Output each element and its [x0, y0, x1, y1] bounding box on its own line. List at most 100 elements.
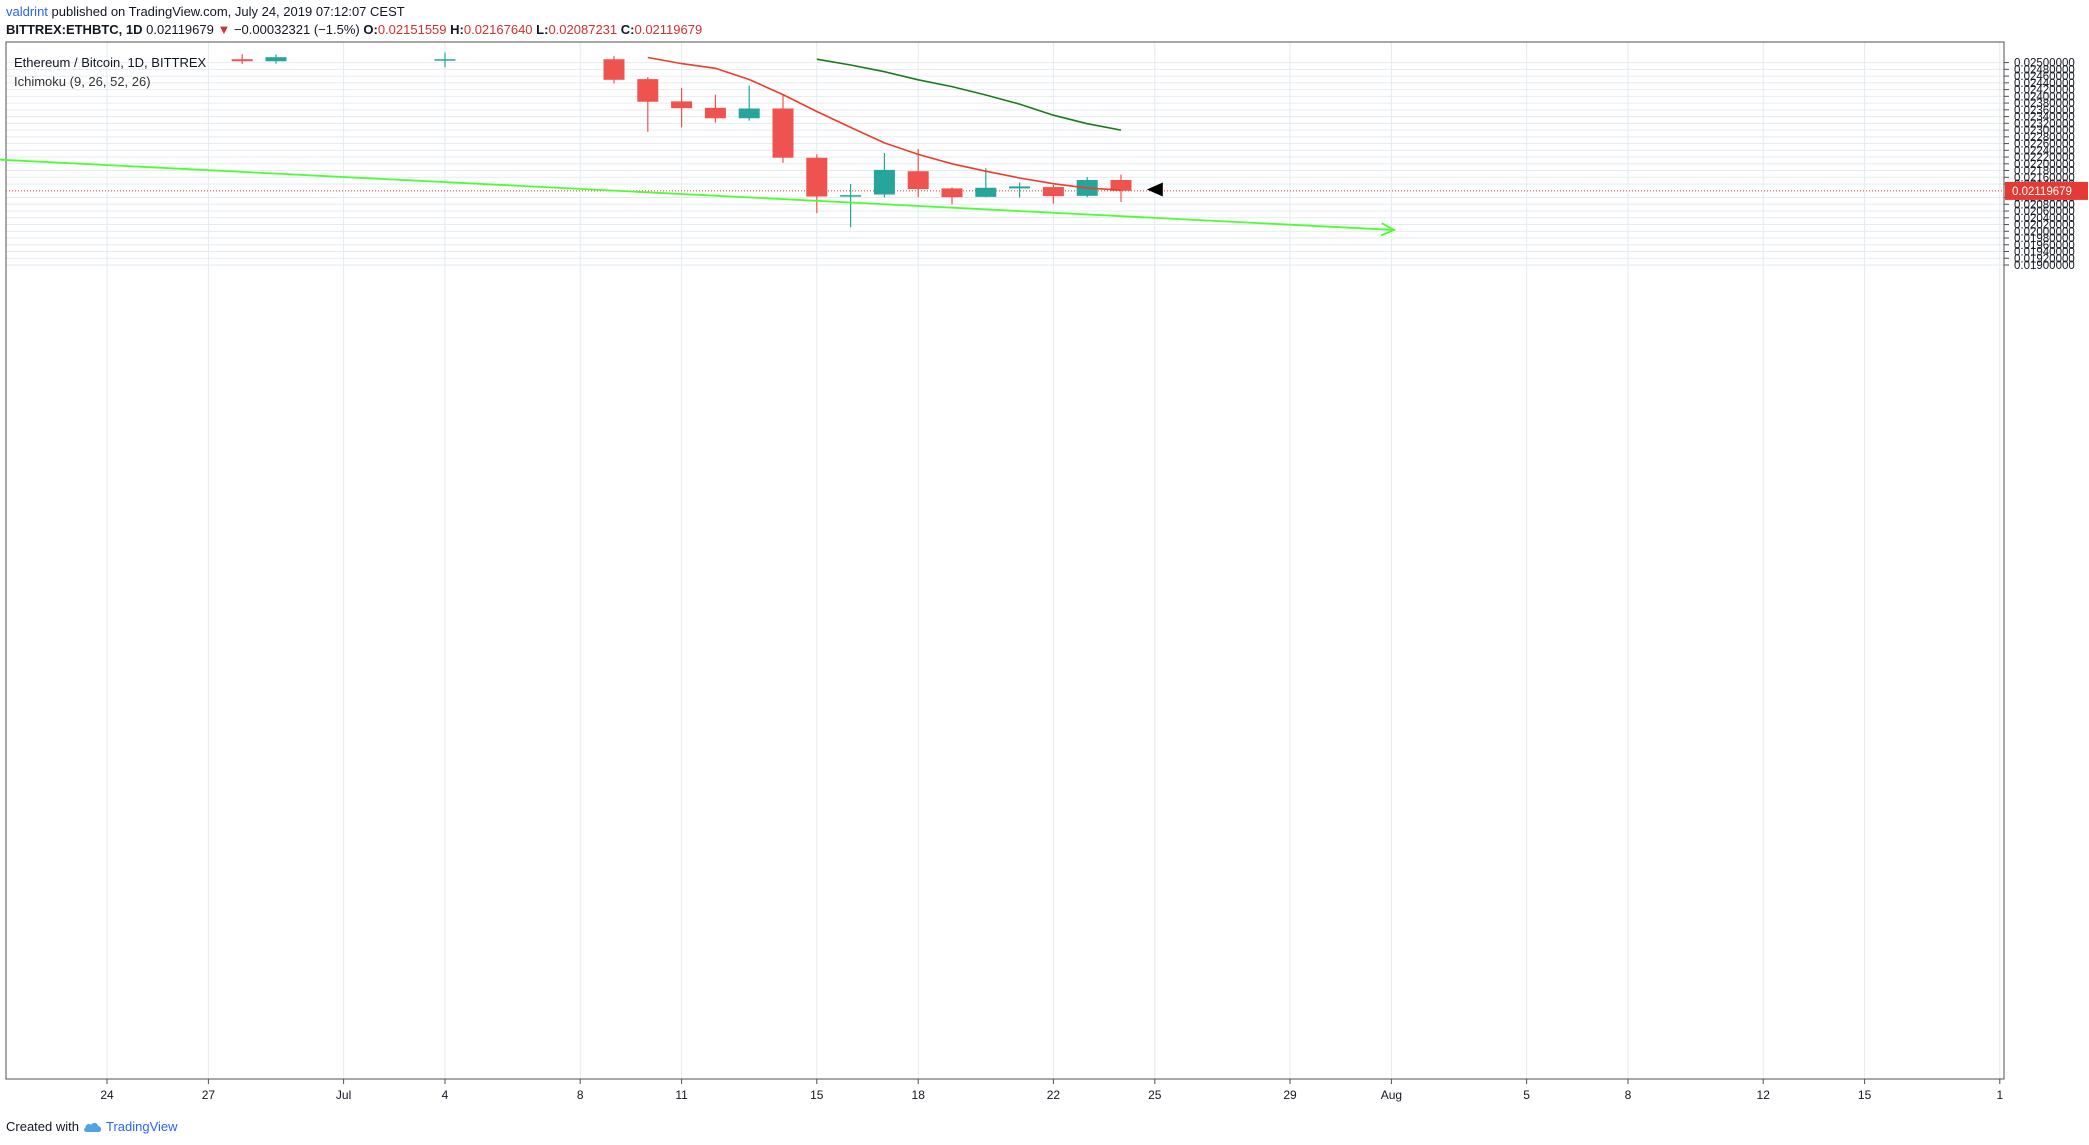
footer: Created with TradingView — [6, 1119, 178, 1134]
y-tick-label: 0.02040000 — [2014, 213, 2075, 225]
x-tick-label: 18 — [912, 1088, 926, 1102]
x-tick-label: 22 — [1047, 1088, 1061, 1102]
grid — [6, 42, 2004, 1079]
candle-body — [704, 107, 726, 119]
candle-body — [772, 108, 794, 158]
y-tick-label: 0.02300000 — [2014, 125, 2075, 137]
y-tick-label: 0.02400000 — [2014, 91, 2075, 103]
change-value: −0.00032321 (−1.5%) — [233, 22, 360, 37]
y-tick-label: 0.02420000 — [2014, 85, 2075, 97]
y-tick-label: 0.02460000 — [2014, 71, 2075, 83]
high-value: 0.02167640 — [463, 22, 533, 37]
y-tick-label: 0.02220000 — [2014, 152, 2075, 164]
pointer-arrow-icon — [1146, 182, 1163, 197]
author-link[interactable]: valdrint — [6, 4, 48, 19]
candle-body — [1110, 179, 1132, 191]
low-value: 0.02087231 — [548, 22, 618, 37]
y-tick-label: 0.02380000 — [2014, 98, 2075, 110]
published-text: published on TradingView.com, July 24, 2… — [51, 4, 405, 19]
candle-body — [434, 59, 456, 61]
y-tick-label: 0.02440000 — [2014, 78, 2075, 90]
symbol-label: BITTREX:ETHBTC, 1D — [6, 22, 143, 37]
y-tick-label: 0.02020000 — [2014, 220, 2075, 232]
y-tick-label: 0.02280000 — [2014, 132, 2075, 144]
chart-header: valdrint published on TradingView.com, J… — [0, 0, 2089, 42]
x-tick-label: 15 — [810, 1088, 824, 1102]
candle-body — [603, 59, 625, 80]
y-tick-label: 0.02340000 — [2014, 112, 2075, 124]
change-down-icon: ▼ — [217, 22, 231, 37]
candle-body — [873, 169, 895, 195]
symbol-ohlc-row: BITTREX:ETHBTC, 1D 0.02119679 ▼ −0.00032… — [6, 22, 702, 37]
x-tick-label: 25 — [1148, 1088, 1162, 1102]
price-label-box — [2005, 181, 2088, 200]
candle-group — [231, 52, 1132, 228]
legend-indicator: Ichimoku (9, 26, 52, 26) — [14, 74, 151, 89]
candles — [231, 52, 1132, 228]
x-tick-label: 4 — [442, 1088, 449, 1102]
y-tick-label: 0.02180000 — [2014, 166, 2075, 178]
price-axis[interactable]: 0.025000000.024800000.024600000.02440000… — [2004, 58, 2075, 272]
y-tick-label: 0.01940000 — [2014, 247, 2075, 259]
candle-body — [671, 101, 693, 109]
close-value: 0.02119679 — [634, 22, 703, 37]
y-tick-label: 0.01980000 — [2014, 233, 2075, 245]
y-tick-label: 0.02320000 — [2014, 118, 2075, 130]
trend-line — [0, 158, 1395, 231]
x-tick-label: 29 — [1283, 1088, 1297, 1102]
x-tick-label: Aug — [1381, 1088, 1402, 1102]
candle-body — [265, 57, 287, 62]
candle-body — [1009, 186, 1031, 189]
candle-body — [738, 108, 760, 119]
y-tick-label: 0.02360000 — [2014, 105, 2075, 117]
candle-body — [975, 187, 997, 197]
x-tick-label: 11 — [675, 1088, 688, 1102]
y-tick-label: 0.02080000 — [2014, 199, 2075, 211]
trend-arrow-head — [1380, 222, 1397, 237]
x-tick-label: 24 — [100, 1088, 114, 1102]
y-tick-label: 0.02200000 — [2014, 159, 2075, 171]
candle-body — [637, 79, 659, 102]
y-tick-label: 0.02260000 — [2014, 139, 2075, 151]
x-tick-label: 5 — [1523, 1088, 1530, 1102]
x-tick-label: 8 — [577, 1088, 584, 1102]
x-tick-label: 8 — [1625, 1088, 1632, 1102]
close-label: C: — [620, 22, 635, 37]
y-tick-label: 0.02500000 — [2014, 58, 2075, 70]
y-tick-label: 0.02060000 — [2014, 206, 2075, 218]
price-label-text: 0.02119679 — [2012, 186, 2072, 198]
current-price-label: 0.02119679 — [2005, 181, 2088, 200]
tenkan-sen-line — [647, 56, 1122, 191]
brand-label: TradingView — [105, 1119, 178, 1134]
y-tick-label: 0.01920000 — [2014, 253, 2075, 265]
ichimoku-lines — [647, 56, 1122, 191]
kijun-sen-line — [816, 58, 1122, 131]
drawings — [0, 158, 1397, 237]
publish-info: valdrint published on TradingView.com, J… — [6, 4, 405, 19]
candle-body — [907, 171, 929, 190]
indicator-group — [647, 56, 1122, 191]
candle-body — [231, 59, 253, 62]
y-tick-label: 0.02480000 — [2014, 64, 2075, 76]
high-label: H: — [450, 22, 464, 37]
candle-body — [840, 195, 862, 197]
y-tick-label: 0.02240000 — [2014, 145, 2075, 157]
y-tick-label: 0.02000000 — [2014, 226, 2075, 238]
created-with-text: Created with — [6, 1119, 79, 1134]
legend-symbol: Ethereum / Bitcoin, 1D, BITTREX — [14, 55, 207, 70]
tradingview-link[interactable]: TradingView — [83, 1119, 178, 1134]
x-tick-label: Jul — [336, 1088, 351, 1102]
x-tick-label: 27 — [202, 1088, 216, 1102]
low-label: L: — [536, 22, 549, 37]
time-axis[interactable]: 24 27 Jul 4 8 11 15 18 22 25 29 Aug 5 8 12 15 1 — [100, 1079, 2003, 1102]
x-tick-label: 15 — [1858, 1088, 1872, 1102]
tradingview-cloud-icon — [84, 1122, 102, 1132]
y-tick-label: 0.01960000 — [2014, 240, 2075, 252]
last-price: 0.02119679 — [146, 22, 214, 37]
chart-legend: Ethereum / Bitcoin, 1D, BITTREX Ichimoku… — [14, 53, 206, 91]
candle-body — [806, 157, 828, 197]
open-label: O: — [363, 22, 378, 37]
y-tick-label: 0.02160000 — [2014, 172, 2075, 184]
y-tick-label: 0.01900000 — [2014, 260, 2075, 272]
